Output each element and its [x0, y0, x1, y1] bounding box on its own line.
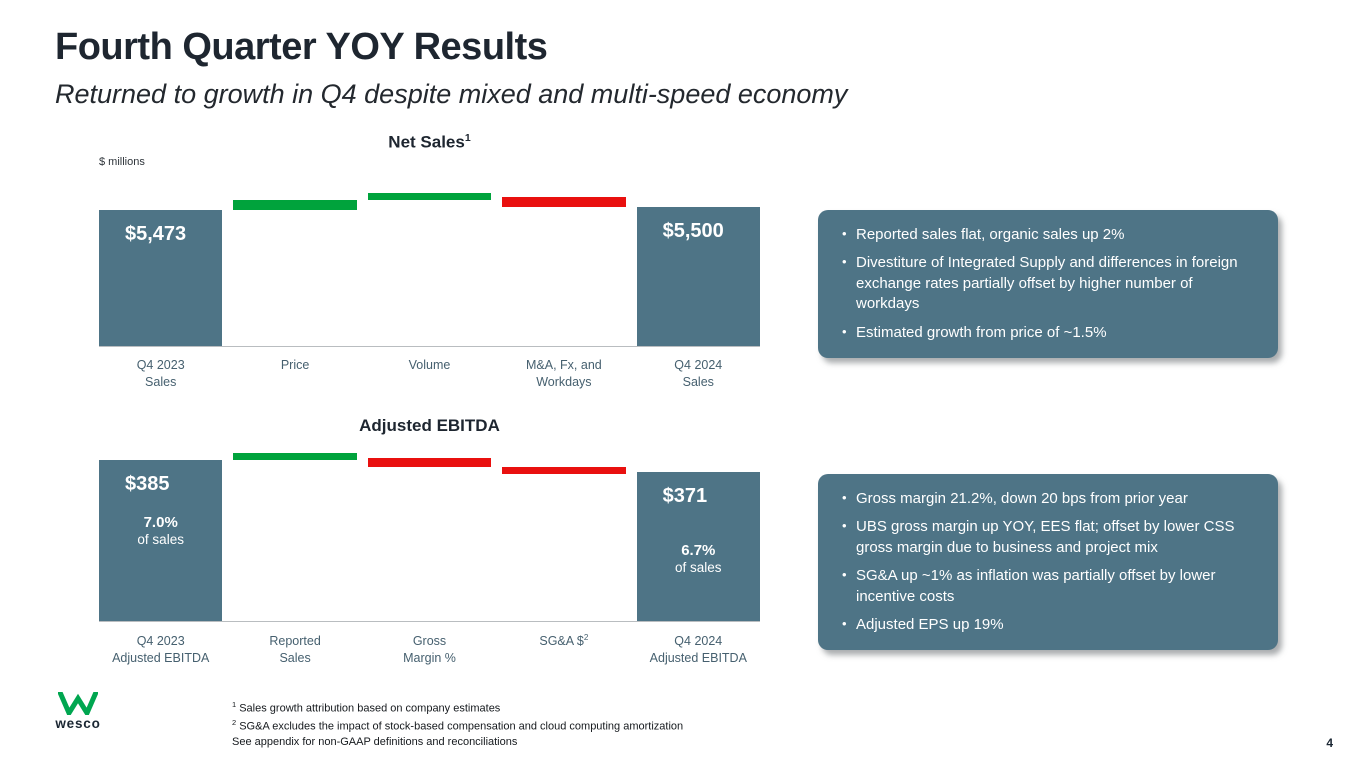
waterfall-delta-bar — [233, 453, 357, 460]
waterfall-delta-bar — [233, 200, 357, 210]
x-axis-label: Q4 2024 Sales — [674, 358, 723, 389]
net-sales-bullet-list: Reported sales flat, organic sales up 2%… — [840, 225, 1260, 343]
x-axis-label: Q4 2024 Adjusted EBITDA — [649, 634, 747, 665]
waterfall-total-bar: $5,473 — [99, 210, 223, 346]
bar-percent-of-sales-label: 7.0% of sales — [137, 514, 184, 547]
wesco-logo: wesco — [53, 692, 103, 731]
waterfall-total-bar: $5,500 — [636, 206, 760, 346]
x-axis-label: Q4 2023 Sales — [136, 358, 185, 389]
waterfall-total-bar: $371 6.7% of sales — [636, 471, 760, 621]
x-axis-label: Q4 2023 Adjusted EBITDA — [112, 634, 210, 665]
ebitda-bullet-list: Gross margin 21.2%, down 20 bps from pri… — [840, 489, 1260, 635]
bullet-item: Reported sales flat, organic sales up 2% — [840, 225, 1260, 245]
ebitda-waterfall-chart: $385 7.0% of sales $371 6.7% of sales — [99, 452, 760, 622]
net-sales-waterfall-chart: $5,473 $5,500 — [99, 187, 760, 347]
ebitda-chart-title-text: Adjusted EBITDA — [359, 416, 500, 435]
net-sales-chart-title: Net Sales1 — [99, 132, 760, 153]
footnote-line: 1 Sales growth attribution based on comp… — [232, 700, 501, 715]
page-subtitle: Returned to growth in Q4 despite mixed a… — [55, 79, 848, 109]
net-sales-title-superscript: 1 — [464, 132, 471, 144]
waterfall-total-bar: $385 7.0% of sales — [99, 460, 223, 621]
wesco-w-icon — [58, 692, 98, 715]
wesco-wordmark: wesco — [55, 716, 101, 731]
net-sales-chart-title-text: Net Sales — [388, 132, 465, 152]
bar-value-label: $385 — [125, 473, 170, 495]
x-axis-label: Gross Margin % — [403, 634, 456, 665]
waterfall-delta-bar — [367, 458, 492, 467]
x-axis-label: Price — [280, 358, 310, 372]
page-title: Fourth Quarter YOY Results — [55, 26, 548, 68]
x-axis-label: Reported Sales — [269, 634, 321, 665]
ebitda-chart-title: Adjusted EBITDA — [99, 416, 760, 436]
units-label: $ millions — [99, 156, 145, 168]
bar-value-label: $5,473 — [125, 223, 187, 245]
bullet-item: Estimated growth from price of ~1.5% — [840, 323, 1260, 343]
footnote-line: See appendix for non-GAAP definitions an… — [232, 736, 518, 749]
bullet-item: UBS gross margin up YOY, EES flat; offse… — [840, 517, 1260, 558]
footnote-line: 2 SG&A excludes the impact of stock-base… — [232, 717, 684, 733]
ebitda-x-axis-labels: Q4 2023 Adjusted EBITDA Reported Sales Gross… — [99, 633, 760, 683]
net-sales-callout: Reported sales flat, organic sales up 2%… — [818, 210, 1278, 358]
footnotes: 1 Sales growth attribution based on comp… — [232, 700, 683, 751]
waterfall-delta-bar — [502, 466, 626, 474]
bar-value-label: $371 — [662, 484, 708, 507]
bar-value-label: $5,500 — [662, 219, 724, 242]
bullet-item: Adjusted EPS up 19% — [840, 615, 1260, 635]
ebitda-callout: Gross margin 21.2%, down 20 bps from pri… — [818, 474, 1278, 651]
page-number: 4 — [1326, 736, 1333, 750]
bullet-item: Divestiture of Integrated Supply and dif… — [840, 253, 1260, 314]
x-axis-label: SG&A $2 — [539, 633, 589, 649]
bar-percent-of-sales-label: 6.7% of sales — [675, 541, 722, 575]
bullet-item: SG&A up ~1% as inflation was partially o… — [840, 566, 1260, 607]
x-axis-label: M&A, Fx, and Workdays — [526, 358, 602, 389]
waterfall-delta-bar — [367, 193, 492, 201]
x-axis-label: Volume — [408, 358, 451, 372]
net-sales-x-axis-labels: Q4 2023 Sales Price Volume M&A, Fx, and Workd… — [99, 357, 760, 407]
bullet-item: Gross margin 21.2%, down 20 bps from pri… — [840, 489, 1260, 509]
waterfall-delta-bar — [502, 196, 626, 207]
